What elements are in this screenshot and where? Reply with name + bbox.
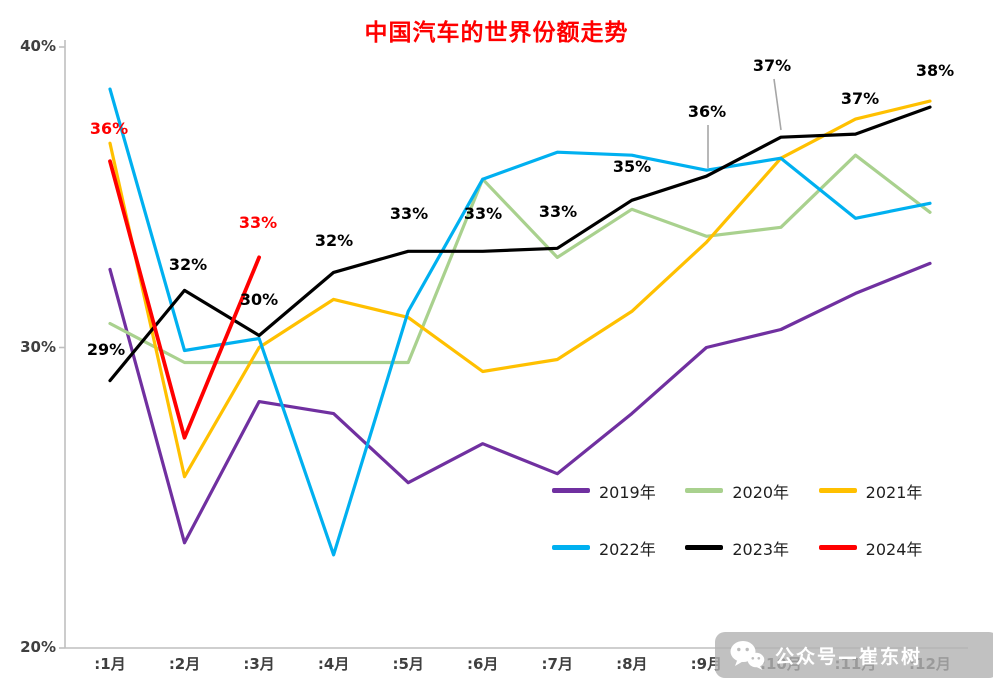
series-line-2020年 (108, 153, 932, 365)
y-axis-label: 40% (20, 37, 56, 55)
data-label: 37% (840, 89, 880, 108)
x-axis-label: :5月 (392, 655, 424, 673)
watermark-text: 公众号—崔东树 (775, 645, 923, 668)
legend-swatch (552, 545, 590, 550)
watermark: 公众号—崔东树 (715, 632, 993, 678)
legend-item-2021年: 2021年 (818, 479, 952, 503)
data-label: 37% (752, 56, 792, 75)
x-axis-label: :1月 (94, 655, 126, 673)
data-label: 35% (612, 157, 652, 176)
data-label: 33% (463, 204, 503, 223)
y-axis-label: 30% (20, 337, 56, 356)
x-axis-label: :3月 (243, 655, 275, 673)
chart-title: 中国汽车的世界份额走势 (364, 20, 629, 46)
x-axis-label: :4月 (317, 655, 350, 673)
x-axis-label: :6月 (467, 655, 499, 673)
series-line-2023年 (108, 105, 932, 383)
legend-label: 2022年 (599, 539, 656, 559)
legend-swatch (552, 488, 590, 493)
legend-swatch (685, 488, 724, 493)
legend-label: 2024年 (865, 539, 923, 559)
data-label: 33% (238, 213, 278, 232)
data-label: 33% (538, 202, 578, 221)
data-label: 32% (314, 231, 354, 250)
series-line-2024年 (108, 159, 262, 440)
legend-swatch (818, 488, 857, 493)
data-label: 36% (89, 119, 129, 138)
legend: 2019年 2020年 2021年 2022年 2023年 2024年 (552, 462, 952, 576)
series-line-2021年 (108, 99, 932, 479)
x-axis-label: :7月 (541, 655, 573, 673)
data-label: 29% (86, 340, 126, 359)
legend-item-2020年: 2020年 (685, 479, 818, 503)
data-label: 30% (239, 290, 279, 309)
legend-item-2019年: 2019年 (552, 479, 685, 503)
label-leader-line (773, 78, 782, 131)
legend-item-2022年: 2022年 (552, 536, 685, 560)
series-line-2019年 (108, 261, 932, 545)
data-label: 38% (915, 61, 955, 80)
series-line-2022年 (108, 87, 932, 557)
legend-label: 2023年 (732, 539, 790, 559)
x-axis-label: :8月 (616, 655, 648, 673)
x-axis-label: :9月 (690, 655, 723, 673)
legend-item-2024年: 2024年 (818, 536, 952, 560)
wechat-icon (730, 641, 765, 670)
x-axis-label: :2月 (168, 655, 201, 673)
legend-swatch (818, 545, 857, 550)
legend-swatch (685, 545, 724, 550)
legend-item-2023年: 2023年 (685, 536, 818, 560)
legend-label: 2021年 (865, 482, 923, 502)
data-label: 32% (168, 255, 208, 274)
data-label: 33% (389, 204, 429, 223)
y-axis-label: 20% (20, 638, 56, 656)
legend-label: 2020年 (732, 482, 790, 502)
data-label: 36% (687, 102, 727, 121)
legend-label: 2019年 (599, 482, 656, 502)
